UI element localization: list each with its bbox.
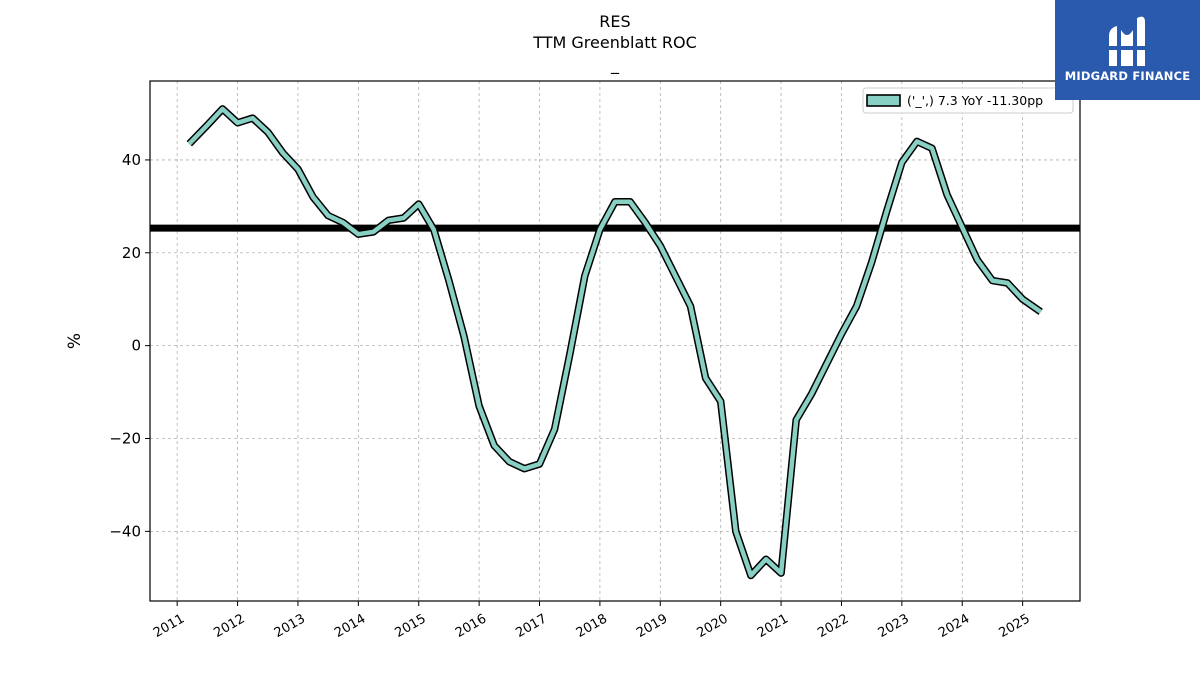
chart-title: RES [599, 12, 630, 31]
y-tick-label: 20 [122, 244, 141, 262]
series-line [187, 106, 1042, 578]
x-tick-label: 2025 [996, 611, 1032, 641]
x-tick-label: 2012 [211, 611, 247, 641]
x-tick-label: 2019 [634, 611, 670, 641]
chart-subtitle: TTM Greenblatt ROC [532, 33, 697, 52]
logo: MIDGARD FINANCE [1055, 0, 1200, 100]
chart-subtitle-2: _ [610, 55, 620, 75]
y-axis-label: % [65, 333, 85, 349]
series-lines [186, 105, 1043, 580]
x-tick-label: 2018 [574, 611, 610, 641]
plot-frame [149, 80, 1081, 602]
x-tick-label: 2023 [876, 611, 912, 641]
y-axis: −40 −20 0 20 40 [109, 151, 150, 540]
x-tick-label: 2015 [393, 611, 429, 641]
midgard-logo-icon [1109, 16, 1145, 67]
y-tick-label: −40 [109, 522, 141, 540]
grid [150, 81, 1080, 601]
series-outline [186, 105, 1043, 580]
legend: ('_',) 7.3 YoY -11.30pp [862, 87, 1074, 114]
x-tick-label: 2017 [513, 611, 549, 641]
x-tick-label: 2016 [453, 611, 489, 641]
legend-box [862, 87, 1074, 114]
x-tick-label: 2024 [936, 611, 972, 641]
x-tick-label: 2020 [695, 611, 731, 641]
x-tick-label: 2011 [151, 611, 187, 641]
legend-label: ('_',) 7.3 YoY -11.30pp [907, 93, 1043, 108]
x-tick-label: 2021 [755, 611, 791, 641]
logo-text: MIDGARD FINANCE [1064, 69, 1191, 83]
x-tick-label: 2014 [332, 611, 368, 641]
y-tick-label: −20 [109, 430, 141, 448]
x-axis: 2011 2012 2013 2014 2015 2016 2017 2018 2019 2020… [151, 601, 1033, 641]
y-tick-label: 0 [131, 337, 141, 355]
legend-swatch [866, 94, 901, 107]
x-tick-label: 2022 [815, 611, 851, 641]
y-tick-label: 40 [122, 151, 141, 169]
x-tick-label: 2013 [272, 611, 308, 641]
